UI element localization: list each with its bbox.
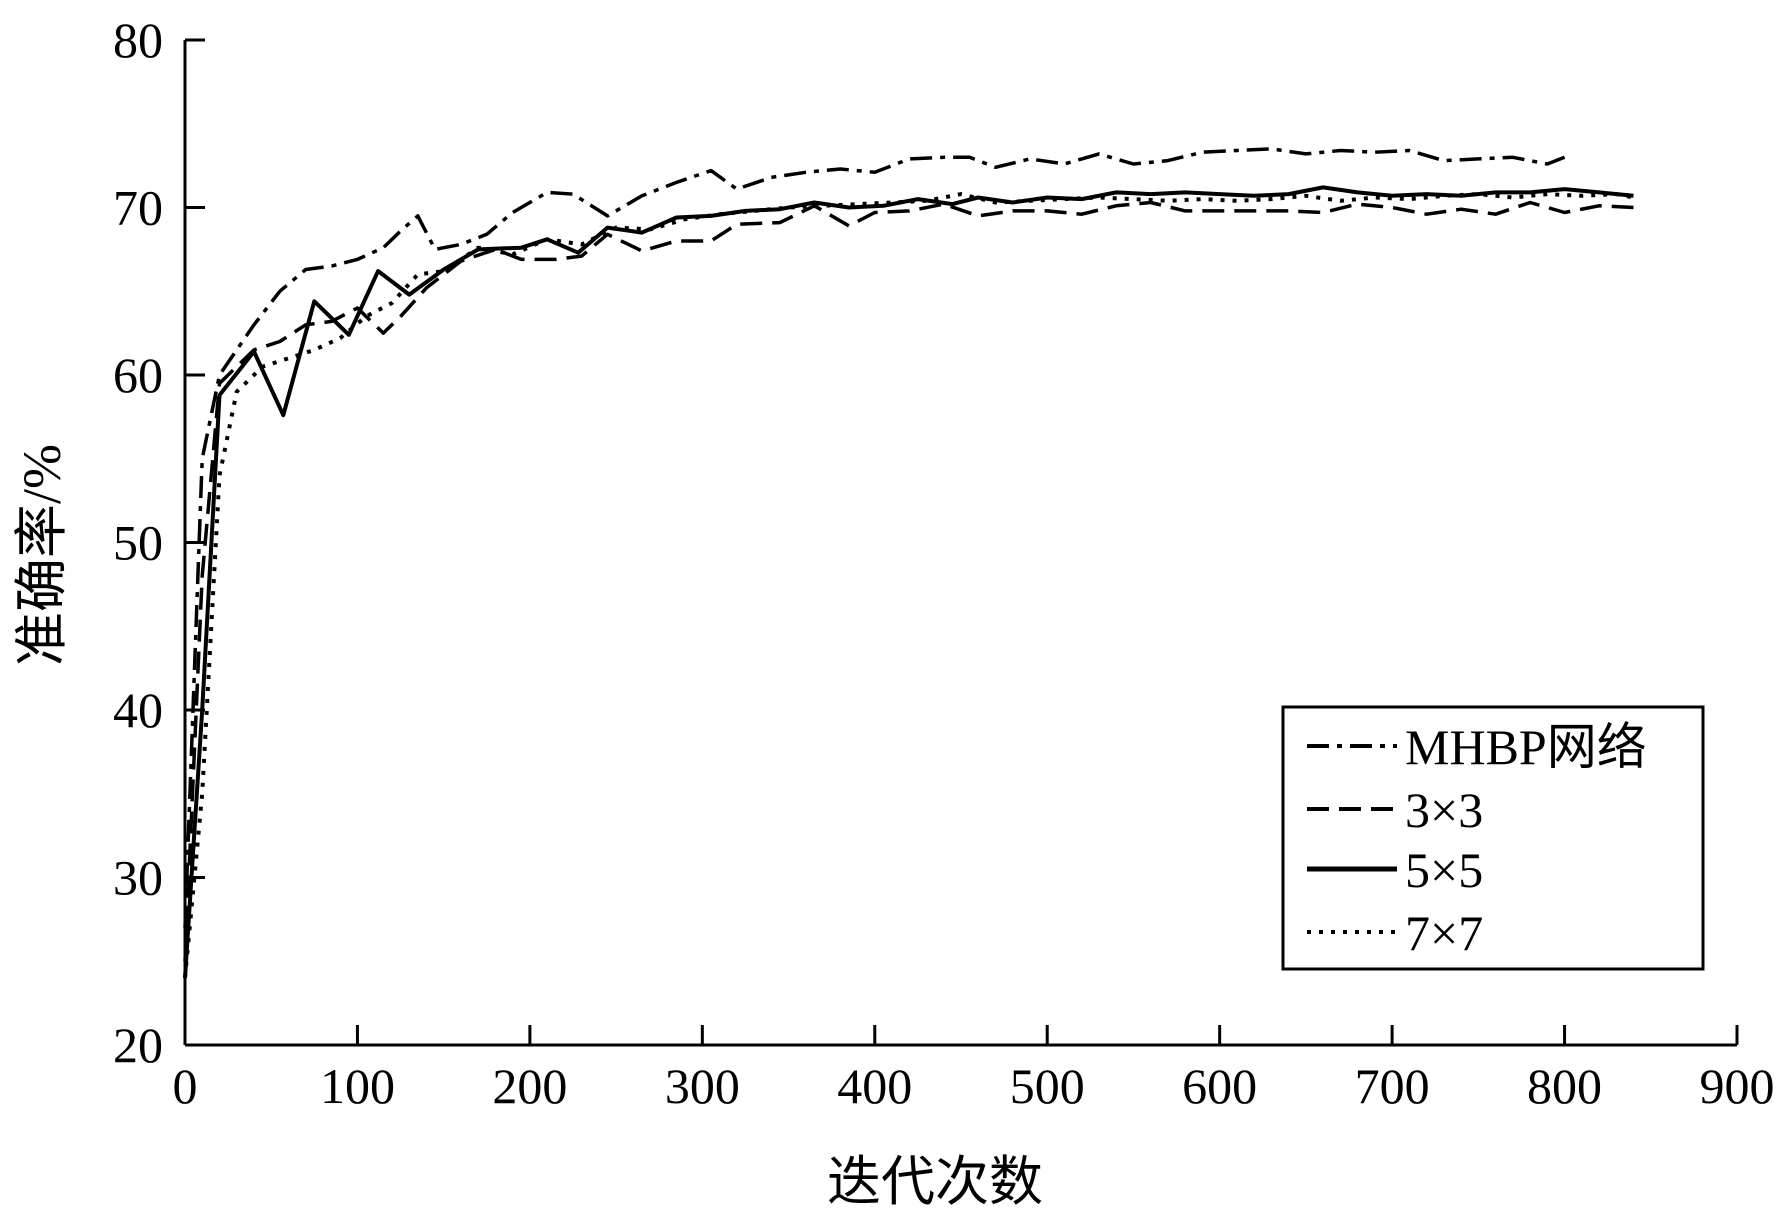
legend-label-7x7: 7×7 — [1405, 905, 1483, 961]
legend: MHBP网络 3×3 5×5 7×7 — [1281, 705, 1705, 971]
x-tick-label: 400 — [837, 1058, 912, 1114]
legend-label-5x5: 5×5 — [1405, 842, 1483, 898]
x-tick-label: 200 — [492, 1058, 567, 1114]
y-axis-title: 准确率/% — [12, 444, 72, 666]
x-tick-label: 900 — [1700, 1058, 1775, 1114]
x-tick-label: 0 — [173, 1058, 198, 1114]
y-tick-label: 80 — [113, 12, 163, 68]
legend-box — [1281, 705, 1705, 971]
x-tick-label: 700 — [1355, 1058, 1430, 1114]
series-line-0 — [183, 147, 1566, 928]
y-tick-label: 40 — [113, 682, 163, 738]
y-tick-label: 20 — [113, 1017, 163, 1073]
x-tick-label: 300 — [665, 1058, 740, 1114]
x-tick-label: 800 — [1527, 1058, 1602, 1114]
legend-label-mhbp: MHBP网络 — [1405, 719, 1647, 775]
series-line-2 — [183, 185, 1634, 979]
x-tick-label: 600 — [1182, 1058, 1257, 1114]
y-tick-label: 60 — [113, 347, 163, 403]
y-tick-label: 50 — [113, 515, 163, 571]
series-line-1 — [183, 200, 1634, 962]
plot-lines — [183, 147, 1634, 979]
x-axis-title: 迭代次数 — [827, 1152, 1043, 1212]
x-tick-label: 500 — [1010, 1058, 1085, 1114]
x-tick-label: 100 — [320, 1058, 395, 1114]
y-tick-label: 30 — [113, 850, 163, 906]
y-tick-label: 70 — [113, 180, 163, 236]
legend-label-3x3: 3×3 — [1405, 782, 1483, 838]
